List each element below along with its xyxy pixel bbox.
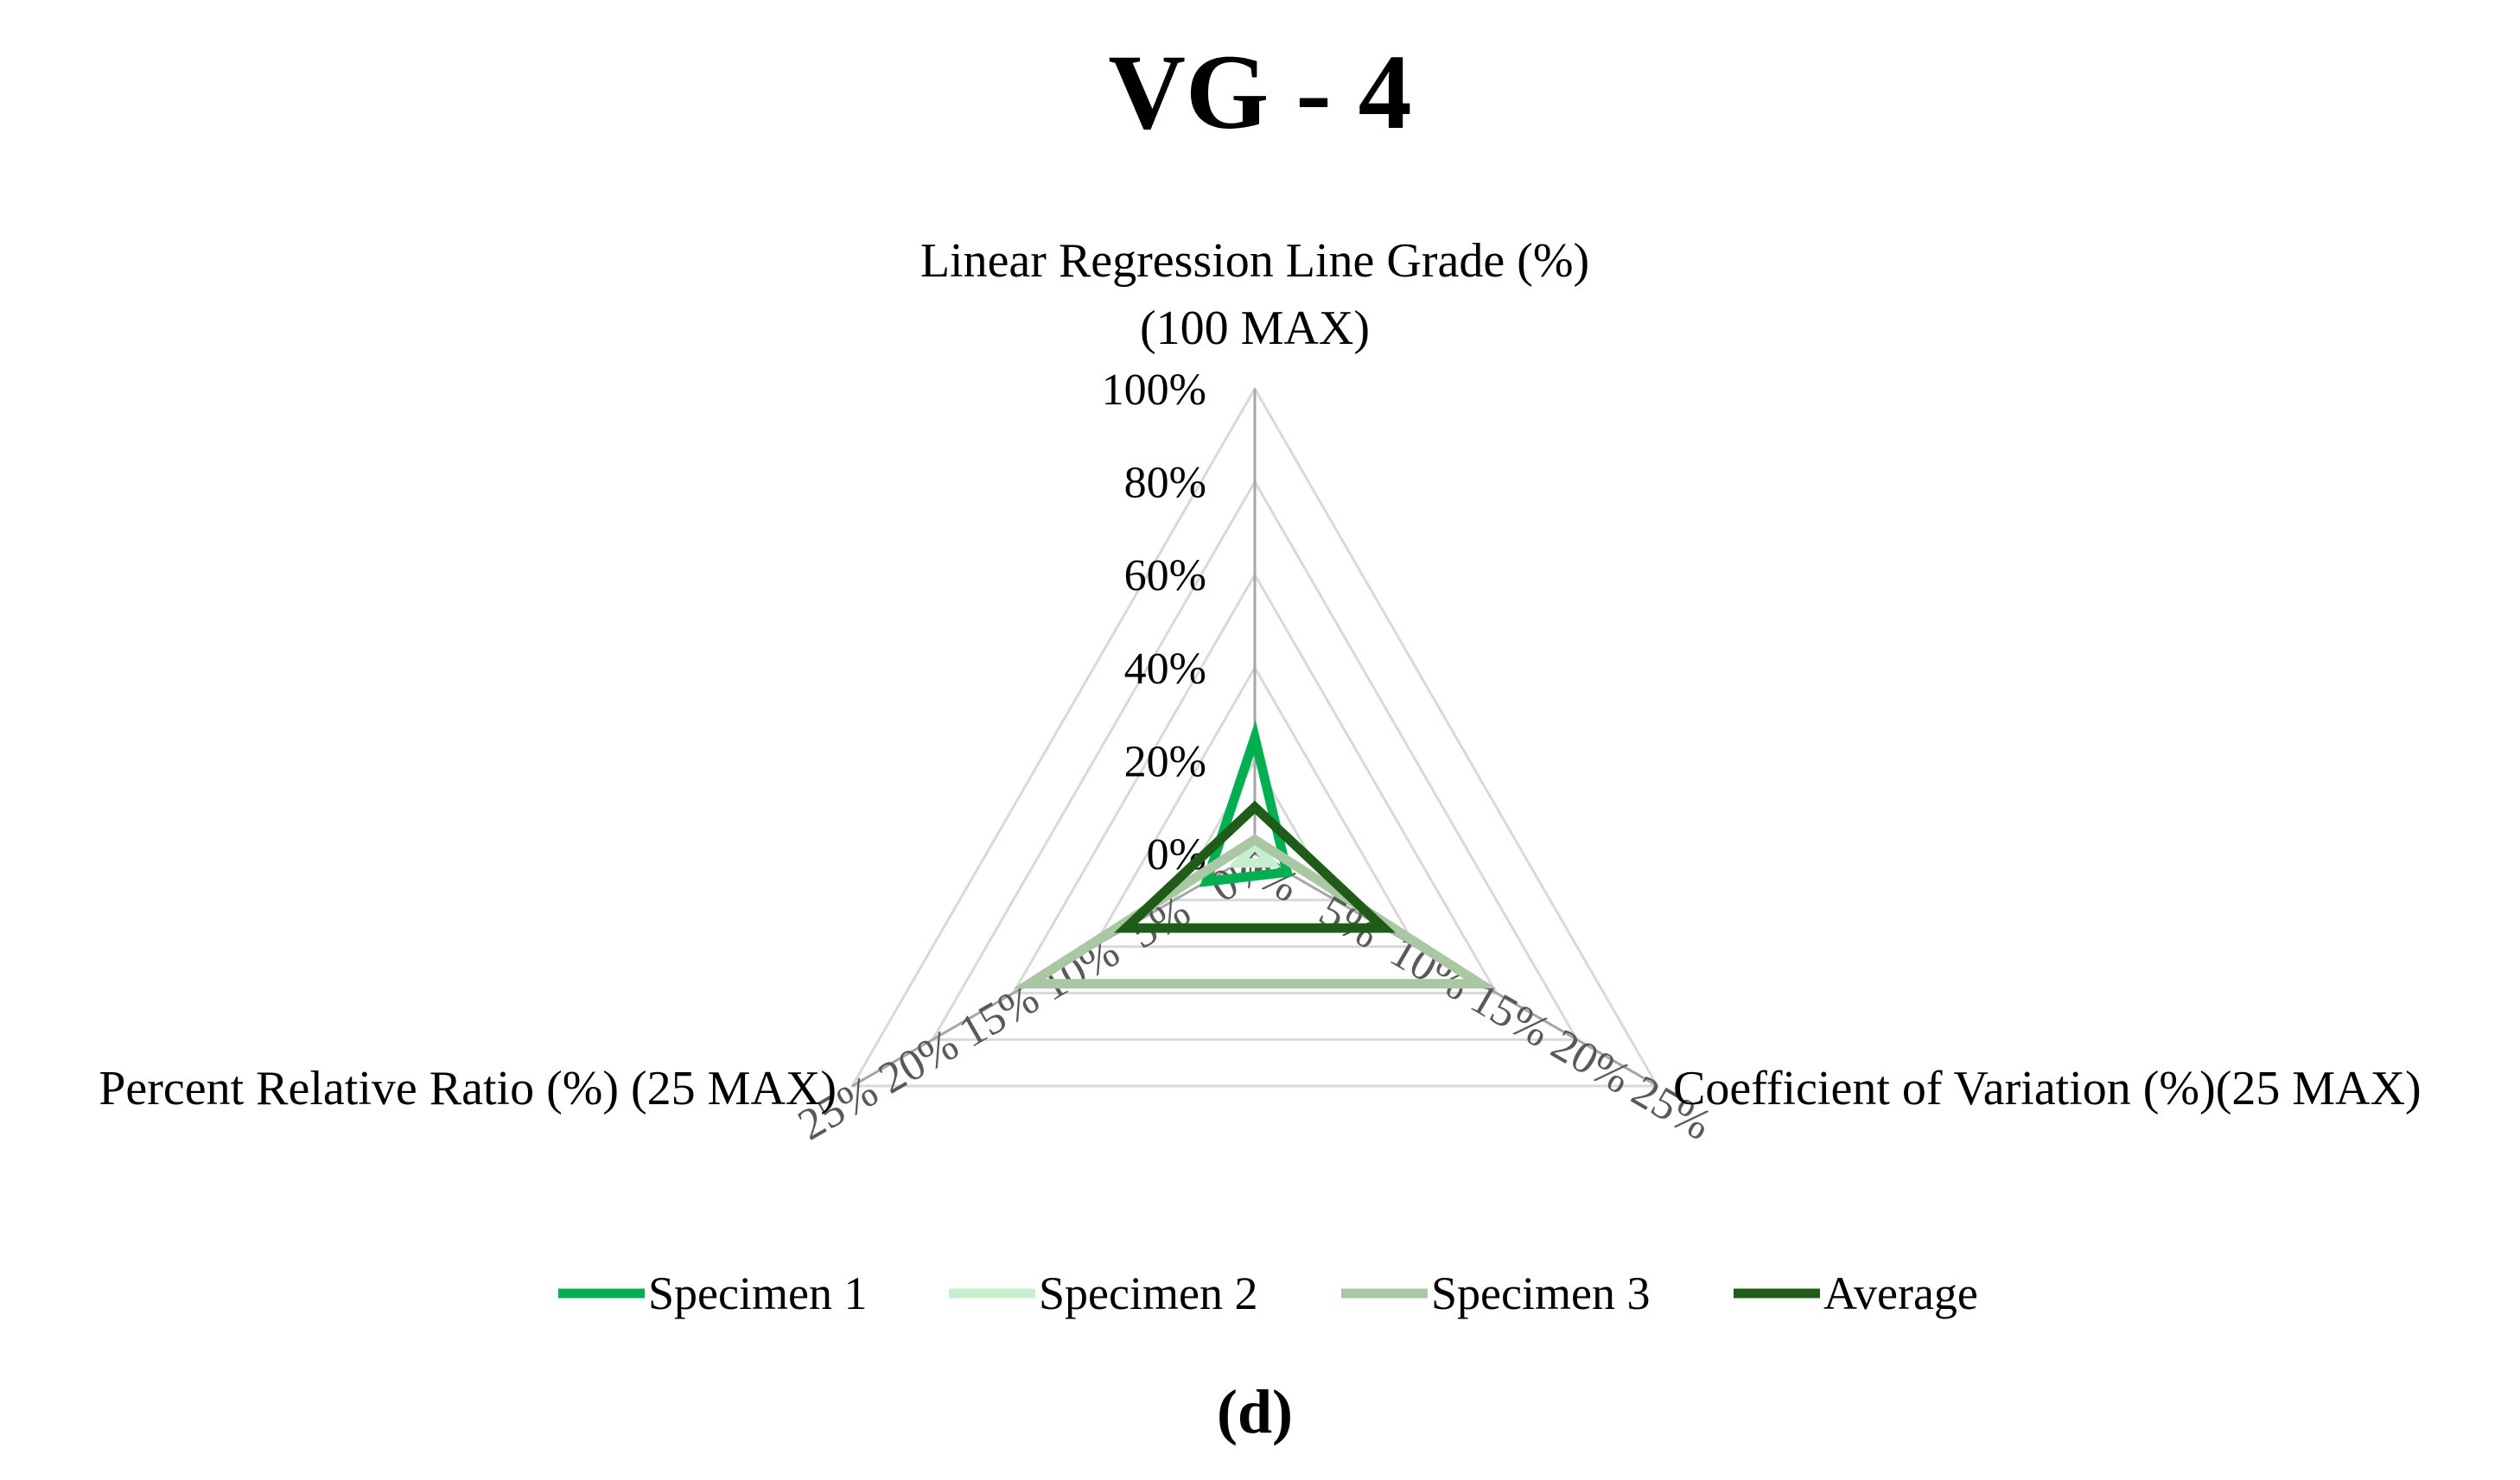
tick-label-axis1-1: 20% <box>1124 737 1206 786</box>
radar-axis-titles: Linear Regression Line Grade (%) (100 MAX… <box>99 234 2421 1115</box>
radar-series <box>1013 720 1497 989</box>
series-line-average <box>1114 800 1396 933</box>
tick-label-axis1-5: 100% <box>1102 365 1206 415</box>
tick-label-axis3-4: 20% <box>870 1019 966 1103</box>
legend-label-3: Specimen 3 <box>1431 1267 1650 1319</box>
tick-label-axis1-3: 60% <box>1124 551 1206 600</box>
axis-title-1-line-2: (100 MAX) <box>1140 302 1370 355</box>
grid-ring-3 <box>1010 572 1499 994</box>
radar-grid <box>850 385 1660 1088</box>
axis-title-3-line-1: Percent Relative Ratio (%) (25 MAX) <box>99 1062 837 1115</box>
tick-label-axis2-4: 20% <box>1543 1019 1639 1103</box>
grid-ring-4 <box>930 479 1580 1041</box>
tick-label-axis1-4: 80% <box>1124 459 1206 508</box>
figure-caption: (d) <box>1217 1377 1293 1446</box>
tick-label-axis1-0: 0% <box>1147 830 1206 880</box>
grid-ring-2 <box>1091 664 1418 949</box>
grid-ring-5 <box>850 385 1660 1088</box>
grid-ring-1 <box>1172 758 1338 902</box>
series-line-specimen-2 <box>1228 836 1282 868</box>
tick-label-axis1-2: 40% <box>1124 645 1206 694</box>
axis-title-2-line-1: Coefficient of Variation (%)(25 MAX) <box>1673 1062 2421 1115</box>
legend-label-2: Specimen 2 <box>1039 1267 1257 1319</box>
chart-legend: Specimen 1 Specimen 2 Specimen 3 Average <box>558 1267 1978 1319</box>
axis-title-1-line-1: Linear Regression Line Grade (%) <box>920 234 1589 288</box>
legend-label-1: Specimen 1 <box>648 1267 867 1319</box>
series-line-specimen-1 <box>1200 720 1294 887</box>
legend-label-4: Average <box>1823 1267 1978 1319</box>
chart-title: VG - 4 <box>1108 33 1411 151</box>
